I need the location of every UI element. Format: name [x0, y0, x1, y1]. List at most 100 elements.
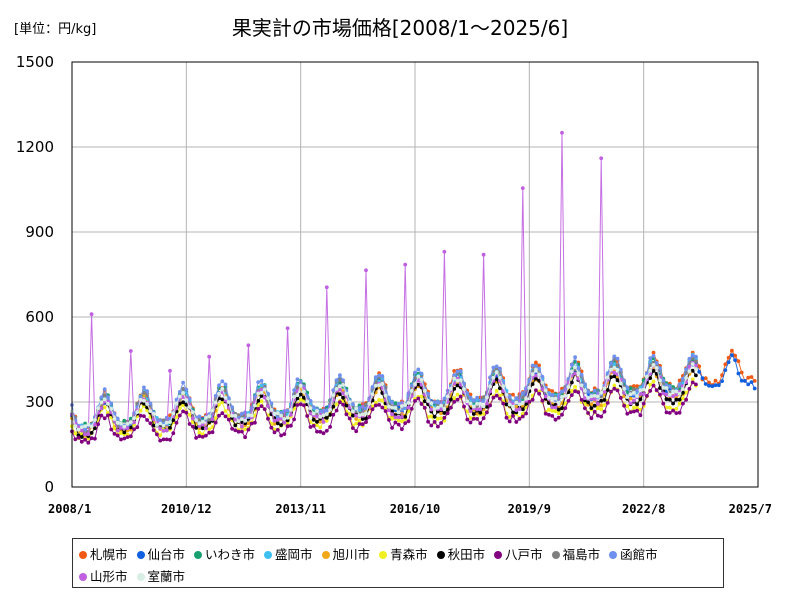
data-point [390, 400, 394, 404]
data-point [667, 392, 672, 397]
data-point [749, 375, 754, 379]
data-point [530, 382, 535, 386]
data-point [177, 401, 182, 406]
data-point [406, 401, 411, 405]
data-point [256, 399, 261, 403]
data-point [83, 432, 87, 437]
legend-label: 札幌市 [90, 547, 128, 562]
data-point [197, 430, 202, 435]
data-point [197, 434, 202, 439]
data-point [534, 373, 538, 378]
data-point [674, 407, 679, 411]
data-point [651, 379, 656, 384]
data-point [171, 418, 176, 422]
legend-label: 室蘭市 [147, 569, 186, 584]
data-point [308, 425, 313, 429]
data-point [161, 423, 166, 428]
data-point [324, 412, 329, 416]
data-point [609, 367, 613, 372]
data-point [99, 395, 104, 400]
data-point [341, 402, 345, 407]
data-point [589, 402, 594, 407]
legend-marker-icon [436, 551, 445, 559]
data-point [468, 420, 473, 425]
data-point [442, 249, 447, 254]
data-point [618, 396, 623, 400]
data-point [292, 417, 296, 422]
data-point [520, 391, 525, 395]
data-point [380, 405, 385, 410]
data-point [609, 375, 613, 379]
data-point [726, 360, 731, 365]
data-point [194, 426, 199, 430]
data-point [400, 427, 404, 432]
data-point [289, 407, 293, 412]
data-point [324, 408, 329, 413]
data-point [641, 392, 646, 396]
data-point [230, 426, 235, 431]
data-point [491, 395, 496, 400]
data-point [452, 376, 457, 381]
data-point [661, 385, 666, 390]
legend-item: 福島市 [551, 544, 600, 563]
data-point [223, 382, 228, 387]
data-point [573, 355, 577, 360]
data-point [534, 376, 538, 381]
data-point [370, 407, 375, 412]
data-point [569, 389, 574, 393]
data-point [674, 389, 679, 394]
legend-marker-icon [136, 573, 145, 581]
data-point [338, 377, 342, 382]
data-point [674, 392, 679, 397]
legend-item: 八戸市 [494, 544, 543, 563]
data-point [285, 326, 290, 331]
data-point [377, 398, 381, 402]
data-point [687, 386, 692, 391]
data-point [556, 407, 561, 412]
data-point [504, 415, 509, 420]
data-point [279, 423, 283, 427]
data-point [364, 416, 368, 421]
data-point [592, 403, 597, 408]
data-point [507, 394, 512, 399]
data-point [635, 384, 639, 388]
data-point [204, 415, 208, 420]
data-point [138, 408, 143, 413]
data-point [547, 388, 551, 393]
data-point [432, 407, 437, 411]
data-point [455, 383, 460, 388]
data-point [387, 395, 391, 400]
legend-label: 仙台市 [147, 547, 186, 562]
y-tick-label: 1200 [16, 138, 54, 156]
data-point [543, 411, 548, 416]
data-point [589, 394, 594, 399]
data-point [671, 394, 675, 399]
x-tick-label: 2016/10 [390, 502, 441, 516]
data-point [83, 437, 87, 442]
data-point [563, 406, 568, 410]
data-point [445, 407, 450, 412]
data-point [436, 405, 440, 410]
legend-label: 秋田市 [447, 547, 486, 562]
data-point [429, 401, 434, 405]
data-point [194, 418, 199, 422]
data-point [298, 383, 303, 388]
legend-marker-icon [136, 551, 145, 559]
data-point [462, 387, 466, 392]
data-point [632, 384, 636, 388]
data-point [184, 398, 189, 402]
legend-item: 山形市 [79, 566, 128, 585]
y-tick-label: 300 [25, 393, 54, 411]
data-point [471, 416, 476, 421]
data-point [478, 410, 483, 415]
y-tick-label: 900 [25, 223, 54, 241]
data-point [419, 378, 424, 382]
data-point [458, 394, 463, 399]
legend-marker-icon [194, 551, 203, 559]
data-point [547, 407, 551, 412]
data-point [341, 378, 345, 383]
data-point [419, 371, 424, 376]
data-point [694, 367, 698, 371]
data-point [191, 410, 195, 414]
data-point [334, 387, 339, 391]
